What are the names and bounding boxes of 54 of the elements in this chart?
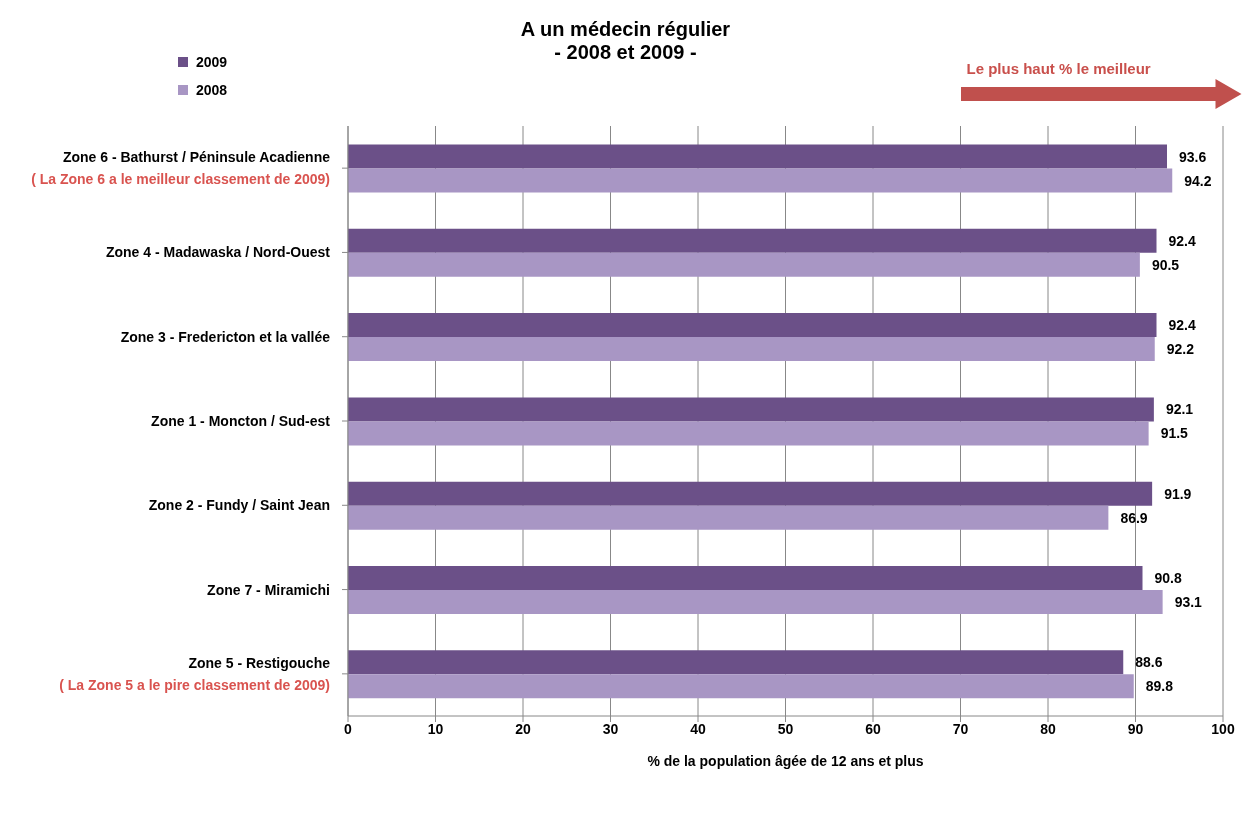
x-tick-label: 60 bbox=[865, 720, 881, 737]
data-label: 93.6 bbox=[1179, 148, 1207, 165]
x-tick-label: 40 bbox=[690, 720, 706, 737]
text: ( La Zone 6 a le meilleur classement de 2009) bbox=[31, 171, 330, 188]
x-tick-label: 70 bbox=[952, 720, 969, 737]
chart-title: A un médecin régulier bbox=[519, 18, 732, 41]
y-tick-label: Zone 3 - Fredericton et la vallée bbox=[120, 328, 331, 345]
bar bbox=[348, 565, 1143, 590]
bar bbox=[348, 589, 1163, 614]
x-axis-title: % de la population âgée de 12 ans et plus bbox=[647, 753, 924, 769]
data-label: 92.4 bbox=[1168, 232, 1196, 249]
x-tick-label: 90 bbox=[1127, 720, 1144, 737]
data-label: 92.2 bbox=[1166, 341, 1195, 358]
data-label: 90.5 bbox=[1151, 256, 1180, 273]
data-label: 86.9 bbox=[1120, 509, 1148, 526]
bar bbox=[348, 481, 1153, 506]
y-tick-label: Zone 4 - Madawaska / Nord-Ouest bbox=[105, 244, 331, 261]
bar bbox=[348, 252, 1140, 277]
data-label: 94.2 bbox=[1184, 172, 1212, 189]
bar bbox=[348, 421, 1149, 446]
chart-subtitle: - 2008 et 2009 - bbox=[554, 41, 697, 63]
data-label: 92.1 bbox=[1165, 401, 1194, 418]
bar bbox=[348, 144, 1167, 169]
bar bbox=[348, 168, 1173, 193]
text: ( La Zone 5 a le pire classement de 2009) bbox=[59, 676, 330, 693]
bar bbox=[348, 228, 1157, 253]
data-label: 89.8 bbox=[1145, 678, 1174, 695]
x-tick-label: 100 bbox=[1211, 720, 1235, 737]
y-tick-label: Zone 2 - Fundy / Saint Jean bbox=[148, 497, 330, 514]
x-tick-label: 30 bbox=[602, 720, 619, 737]
bar bbox=[348, 397, 1154, 422]
bar bbox=[348, 674, 1134, 699]
x-tick-label: 50 bbox=[777, 720, 794, 737]
data-label: 91.9 bbox=[1164, 485, 1192, 502]
legend-label: 2009 bbox=[196, 54, 228, 70]
data-label: 92.4 bbox=[1168, 317, 1196, 334]
bar bbox=[348, 650, 1124, 675]
x-tick-label: 80 bbox=[1040, 720, 1056, 737]
bar bbox=[348, 505, 1109, 530]
y-tick-label: Zone 1 - Moncton / Sud-est bbox=[151, 413, 331, 429]
text: Le plus haut % le meilleur bbox=[966, 60, 1152, 77]
x-tick-label: 20 bbox=[515, 720, 531, 737]
data-label: 93.1 bbox=[1174, 593, 1203, 610]
legend-label: 2008 bbox=[196, 82, 228, 98]
y-tick-label: Zone 6 - Bathurst / Péninsule Acadienne bbox=[62, 149, 331, 166]
bar bbox=[348, 313, 1157, 338]
data-label: 90.8 bbox=[1154, 569, 1182, 586]
data-label: 88.6 bbox=[1135, 654, 1163, 671]
x-tick-label: 10 bbox=[427, 720, 444, 737]
y-tick-label: Zone 7 - Miramichi bbox=[207, 581, 330, 598]
y-tick-label: Zone 5 - Restigouche bbox=[188, 654, 331, 671]
x-tick-label: 0 bbox=[344, 720, 353, 737]
bar bbox=[348, 337, 1155, 362]
data-label: 91.5 bbox=[1160, 425, 1189, 442]
